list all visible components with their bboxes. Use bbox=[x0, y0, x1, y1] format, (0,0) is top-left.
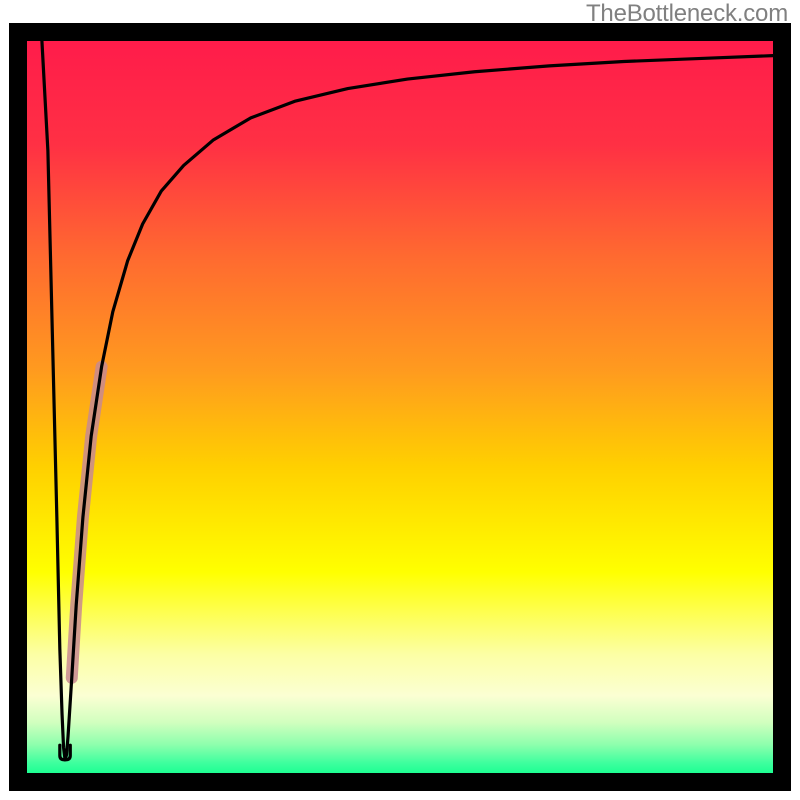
gradient-background bbox=[18, 32, 782, 782]
watermark-text: TheBottleneck.com bbox=[586, 0, 788, 28]
bottleneck-chart bbox=[0, 0, 800, 800]
chart-frame: TheBottleneck.com bbox=[0, 0, 800, 800]
